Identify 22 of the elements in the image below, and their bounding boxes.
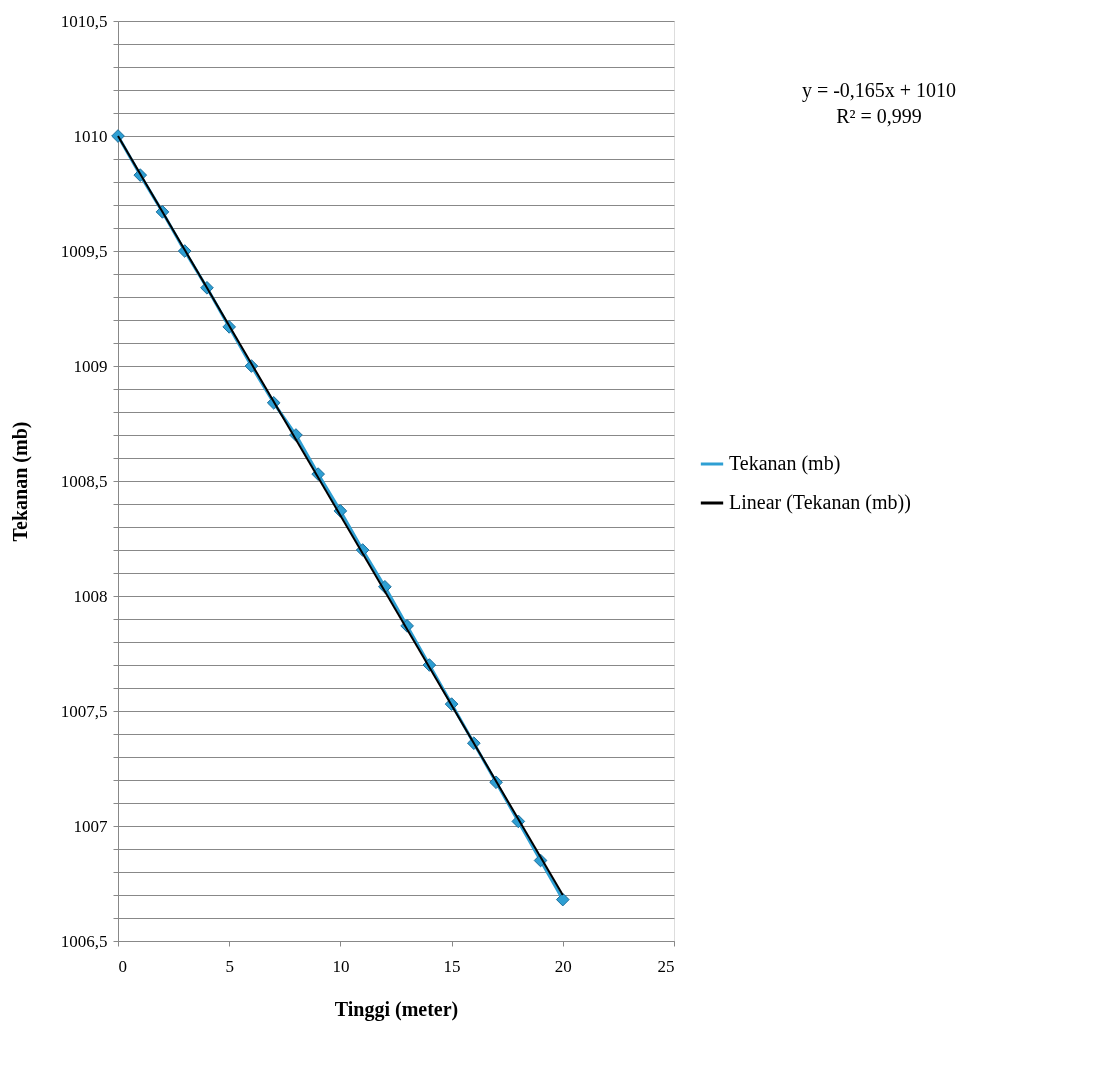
x-tick-label: 15 [443, 956, 461, 976]
x-tick-label: 5 [225, 956, 234, 976]
point [555, 892, 570, 907]
y-tick-label: 1008 [73, 586, 108, 606]
legend-label: Tekanan (mb) [729, 452, 841, 475]
y-tick-label: 1008,5 [60, 471, 108, 491]
x-tick-label: 20 [554, 956, 572, 976]
y-tick-label: 1009,5 [60, 241, 108, 261]
text: R² = 0,999 [836, 105, 922, 127]
y-tick-label: 1010,5 [60, 11, 108, 31]
y-axis-title: Tekanan (mb) [8, 421, 32, 542]
text: y = -0,165x + 1010 [801, 79, 957, 102]
x-axis-title: Tinggi (meter) [334, 997, 459, 1021]
x-tick-label: 10 [332, 956, 350, 976]
x-tick-label: 0 [118, 956, 127, 976]
y-tick-label: 1006,5 [60, 931, 108, 951]
legend-label: Linear (Tekanan (mb)) [729, 491, 911, 514]
y-tick-label: 1007 [73, 816, 108, 836]
y-tick-label: 1007,5 [60, 701, 108, 721]
x-tick-label: 25 [657, 956, 675, 976]
y-tick-label: 1010 [73, 126, 108, 146]
y-tick-label: 1009 [73, 356, 108, 376]
